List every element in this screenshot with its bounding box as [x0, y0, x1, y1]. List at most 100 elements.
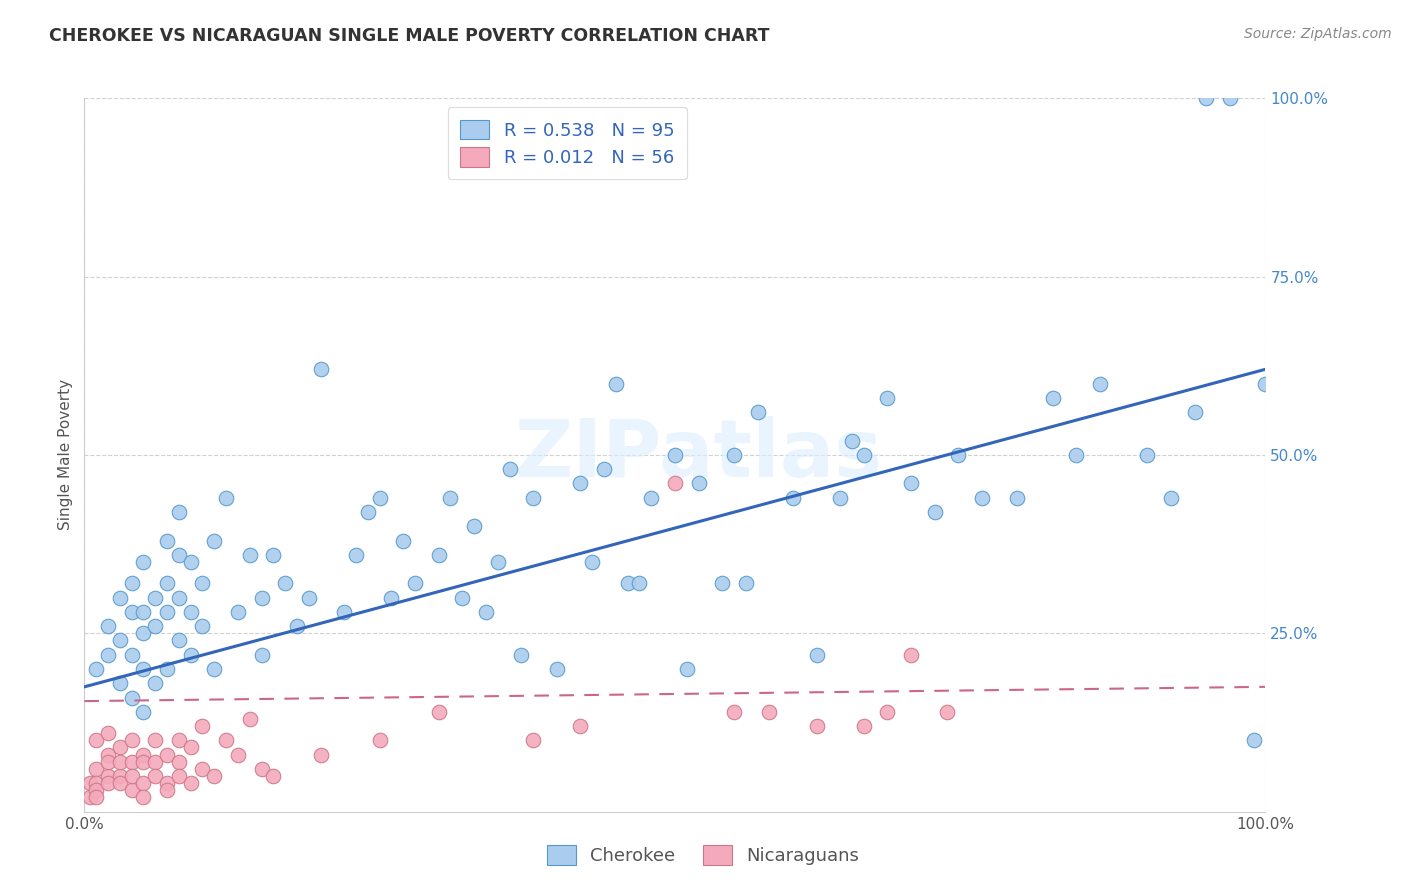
Point: [1160, 491, 1182, 505]
Point: [723, 448, 745, 462]
Point: [664, 448, 686, 462]
Point: [121, 733, 143, 747]
Point: [121, 769, 143, 783]
Point: [569, 719, 592, 733]
Point: [97, 747, 120, 762]
Point: [84, 762, 107, 776]
Point: [97, 769, 120, 783]
Point: [357, 505, 380, 519]
Point: [180, 605, 202, 619]
Point: [711, 576, 734, 591]
Point: [215, 733, 238, 747]
Point: [427, 548, 450, 562]
Point: [167, 505, 190, 519]
Point: [806, 648, 828, 662]
Point: [392, 533, 415, 548]
Point: [285, 619, 308, 633]
Point: [180, 555, 202, 569]
Point: [463, 519, 485, 533]
Point: [132, 755, 155, 769]
Point: [156, 605, 179, 619]
Point: [84, 783, 107, 797]
Point: [546, 662, 568, 676]
Point: [108, 755, 131, 769]
Point: [782, 491, 804, 505]
Text: Source: ZipAtlas.com: Source: ZipAtlas.com: [1244, 27, 1392, 41]
Point: [143, 769, 166, 783]
Point: [333, 605, 356, 619]
Point: [970, 491, 993, 505]
Point: [852, 719, 875, 733]
Point: [852, 448, 875, 462]
Point: [132, 555, 155, 569]
Point: [747, 405, 769, 419]
Point: [274, 576, 297, 591]
Point: [132, 705, 155, 719]
Point: [132, 776, 155, 790]
Point: [97, 726, 120, 740]
Point: [156, 533, 179, 548]
Point: [84, 662, 107, 676]
Point: [522, 733, 544, 747]
Point: [569, 476, 592, 491]
Point: [250, 762, 273, 776]
Point: [664, 476, 686, 491]
Point: [1243, 733, 1265, 747]
Point: [380, 591, 402, 605]
Point: [250, 648, 273, 662]
Point: [640, 491, 662, 505]
Point: [368, 491, 391, 505]
Legend: R = 0.538   N = 95, R = 0.012   N = 56: R = 0.538 N = 95, R = 0.012 N = 56: [447, 107, 688, 179]
Point: [132, 747, 155, 762]
Point: [427, 705, 450, 719]
Point: [262, 769, 284, 783]
Point: [900, 648, 922, 662]
Point: [121, 783, 143, 797]
Point: [97, 755, 120, 769]
Point: [581, 555, 603, 569]
Point: [121, 648, 143, 662]
Point: [202, 769, 225, 783]
Point: [132, 790, 155, 805]
Point: [167, 591, 190, 605]
Point: [675, 662, 697, 676]
Point: [605, 376, 627, 391]
Point: [298, 591, 321, 605]
Point: [758, 705, 780, 719]
Point: [156, 776, 179, 790]
Point: [167, 755, 190, 769]
Point: [156, 576, 179, 591]
Point: [1195, 91, 1218, 105]
Text: CHEROKEE VS NICARAGUAN SINGLE MALE POVERTY CORRELATION CHART: CHEROKEE VS NICARAGUAN SINGLE MALE POVER…: [49, 27, 769, 45]
Point: [84, 790, 107, 805]
Point: [368, 733, 391, 747]
Point: [191, 576, 214, 591]
Point: [262, 548, 284, 562]
Point: [180, 776, 202, 790]
Point: [143, 733, 166, 747]
Point: [121, 605, 143, 619]
Point: [191, 762, 214, 776]
Text: ZIPatlas: ZIPatlas: [515, 416, 883, 494]
Point: [108, 676, 131, 690]
Point: [180, 740, 202, 755]
Point: [180, 648, 202, 662]
Point: [1088, 376, 1111, 391]
Point: [239, 548, 262, 562]
Point: [202, 533, 225, 548]
Point: [1136, 448, 1159, 462]
Point: [97, 648, 120, 662]
Point: [167, 769, 190, 783]
Point: [924, 505, 946, 519]
Point: [121, 690, 143, 705]
Point: [132, 626, 155, 640]
Point: [84, 733, 107, 747]
Point: [344, 548, 367, 562]
Point: [132, 605, 155, 619]
Point: [723, 705, 745, 719]
Point: [404, 576, 426, 591]
Point: [250, 591, 273, 605]
Point: [1219, 91, 1241, 105]
Point: [1184, 405, 1206, 419]
Point: [876, 705, 898, 719]
